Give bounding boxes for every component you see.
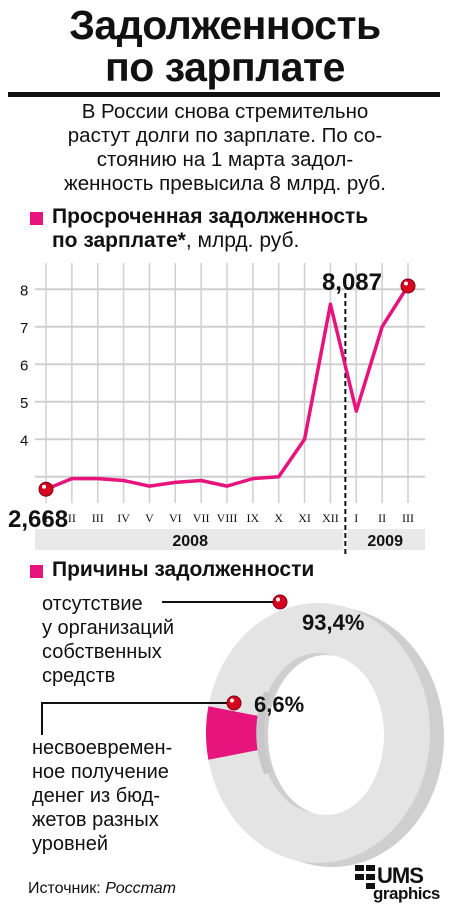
x-tick-label: IV [117, 511, 130, 525]
marker-highlight [276, 597, 280, 602]
subtitle-line: растут долги по зарплате. По со- [67, 124, 383, 147]
data-point [251, 477, 255, 481]
x-tick-label: II [378, 511, 386, 525]
logo-mark-icon [355, 865, 375, 889]
data-point [173, 480, 177, 484]
plot-area [35, 263, 425, 503]
leader-line [41, 702, 229, 735]
x-tick-label: XI [298, 511, 311, 525]
x-tick-label: VIII [217, 511, 238, 525]
x-tick-label: I [354, 511, 358, 525]
chart1-marker [30, 212, 43, 225]
donut-chart [41, 594, 444, 867]
year-label: 2009 [367, 533, 403, 550]
data-point [147, 484, 151, 488]
cause-1-line: средств [42, 665, 116, 687]
y-tick-label: 7 [20, 320, 28, 337]
y-tick-label: 6 [20, 357, 28, 374]
data-point-marker [400, 278, 416, 294]
data-point [225, 484, 229, 488]
x-tick-label: I [44, 511, 48, 525]
data-point [303, 437, 307, 441]
x-tick-label: II [68, 511, 76, 525]
title-line-2: по зарплате [105, 44, 345, 90]
page-title: Задолженность по зарплате [0, 4, 450, 88]
marker-highlight [404, 281, 408, 286]
chart1-title-bold: Просроченная задолженность [52, 205, 369, 228]
chart1-title: Просроченная задолженность по зарплате*,… [52, 205, 368, 253]
x-tick-label: XII [322, 511, 339, 525]
title-line-1: Задолженность [69, 2, 381, 48]
marker-highlight [42, 484, 46, 489]
x-tick-label: V [145, 511, 154, 525]
year-label: 2008 [172, 533, 208, 550]
y-tick-label: 5 [20, 395, 28, 412]
y-tick-label: 8 [20, 282, 28, 299]
source-label: Источник: [28, 880, 101, 897]
x-tick-label: VI [169, 511, 182, 525]
data-point [328, 302, 332, 306]
x-tick-label: X [274, 511, 283, 525]
cause-label-2: несвоевремен- ное получение денег из бюд… [32, 736, 172, 856]
cause-2-line: ное получение [32, 761, 169, 783]
leader-marker [226, 695, 242, 711]
title-divider [8, 92, 440, 97]
donut-hole [268, 655, 384, 815]
chart1-title-rest: , млрд. руб. [185, 229, 300, 252]
chart1-title-bold2: по зарплате* [52, 229, 186, 252]
subtitle-line: женность превысила 8 млрд. руб. [64, 172, 386, 195]
cause-label-1: отсутствие у организаций собственных сре… [42, 592, 174, 688]
x-tick-label: III [92, 511, 104, 525]
ums-logo: UMS graphics [355, 863, 445, 907]
chart2-title: Причины задолженности [52, 558, 315, 581]
marker-highlight [230, 698, 234, 703]
cause-2-line: несвоевремен- [32, 737, 173, 759]
data-label-start: 2,668 [8, 506, 68, 533]
x-tick-label: VII [193, 511, 210, 525]
cause-1-line: у организаций [42, 617, 175, 639]
cause-1-line: отсутствие [42, 593, 143, 615]
x-tick-label: IX [247, 511, 260, 525]
data-point [277, 475, 281, 479]
data-point [122, 479, 126, 482]
logo-text-ums: UMS [377, 863, 424, 888]
cause-2-line: уровней [32, 833, 108, 855]
data-point [70, 477, 74, 481]
data-point [354, 409, 358, 413]
source-note: Источник: Росстат [28, 880, 176, 898]
source-name: Росстат [105, 880, 176, 897]
subtitle-line: стоянию на 1 марта задол- [96, 148, 354, 171]
pie-slice [208, 603, 430, 863]
data-point-marker [38, 481, 54, 497]
hole-inner-wall [256, 691, 272, 775]
pie-value-label-2: 6,6% [254, 692, 305, 717]
year-bar-2009 [347, 529, 425, 550]
cause-1-line: собственных [42, 641, 162, 663]
year-bar-2008 [35, 529, 344, 550]
data-point [380, 325, 384, 329]
data-point [96, 477, 100, 481]
logo-text-graphics: graphics [373, 884, 440, 903]
leader-marker [272, 594, 288, 610]
cause-2-line: жетов разных [32, 809, 159, 831]
x-tick-label: III [402, 511, 414, 525]
subtitle: В России снова стремительно растут долги… [0, 100, 450, 196]
chart2-marker [30, 565, 43, 578]
data-point [199, 479, 203, 482]
subtitle-line: В России снова стремительно [81, 100, 369, 123]
pie-value-label-1: 93,4% [302, 610, 365, 635]
y-tick-label: 4 [20, 432, 28, 449]
data-label-end: 8,087 [322, 269, 382, 296]
pie-slice [206, 706, 262, 760]
cause-2-line: денег из бюд- [32, 785, 161, 807]
